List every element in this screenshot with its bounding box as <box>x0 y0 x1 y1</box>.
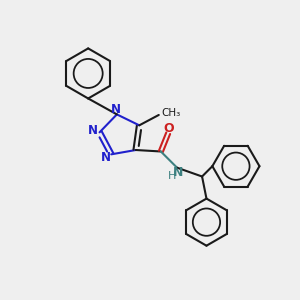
Text: N: N <box>173 167 184 179</box>
Text: N: N <box>111 103 121 116</box>
Text: N: N <box>101 152 111 164</box>
Text: H: H <box>167 171 176 181</box>
Text: O: O <box>164 122 174 135</box>
Text: CH₃: CH₃ <box>161 109 180 118</box>
Text: N: N <box>88 124 98 137</box>
